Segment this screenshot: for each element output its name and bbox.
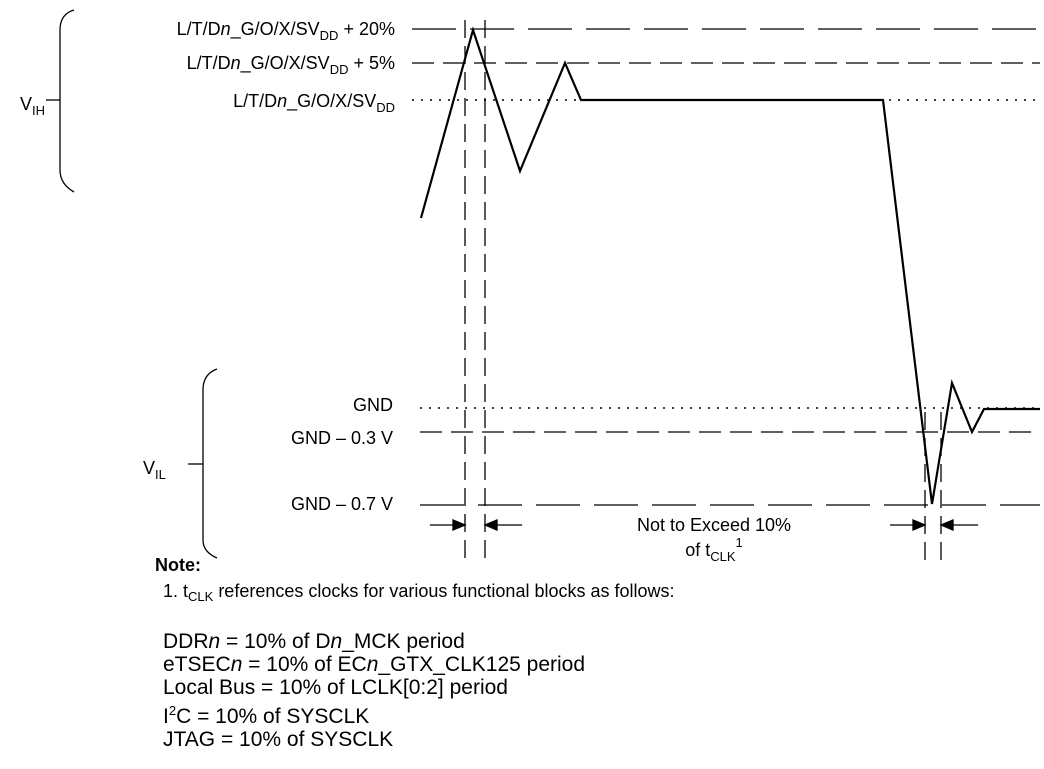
duration-arrow-left — [430, 519, 522, 531]
vih-label: VIH — [20, 94, 45, 118]
signal-waveform — [419, 26, 1040, 505]
clock-item-etsec: eTSECn = 10% of ECn_GTX_CLK125 period — [163, 653, 586, 676]
level-label-vdd: L/T/Dn_G/O/X/SVDD — [233, 91, 395, 115]
duration-arrow-right — [890, 519, 978, 531]
timing-markers-left — [464, 20, 486, 565]
clock-item-jtag: JTAG = 10% of SYSCLK — [163, 728, 394, 751]
limit-label-line2: of tCLK1 — [685, 535, 743, 564]
timing-markers-right — [924, 412, 942, 565]
note-heading: Note: — [155, 555, 201, 575]
limit-label-line1: Not to Exceed 10% — [637, 515, 791, 535]
level-label-gnd-minus-03: GND – 0.3 V — [291, 428, 393, 448]
level-label-gnd: GND — [353, 395, 393, 415]
clock-item-i2c: I2C = 10% of SYSCLK — [163, 703, 370, 728]
clock-item-ddr: DDRn = 10% of Dn_MCK period — [163, 630, 465, 653]
vil-label: VIL — [143, 458, 166, 482]
level-label-vdd-plus5: L/T/Dn_G/O/X/SVDD + 5% — [187, 53, 395, 77]
clock-item-local-bus: Local Bus = 10% of LCLK[0:2] period — [163, 676, 508, 699]
level-label-vdd-plus20: L/T/Dn_G/O/X/SVDD + 20% — [177, 19, 395, 43]
vil-bracket — [188, 368, 218, 559]
clock-reference-list: DDRn = 10% of Dn_MCK period eTSECn = 10%… — [163, 630, 585, 751]
vih-bracket — [46, 9, 75, 193]
note-text: 1. tCLK references clocks for various fu… — [163, 581, 675, 604]
level-label-gnd-minus-07: GND – 0.7 V — [291, 494, 393, 514]
